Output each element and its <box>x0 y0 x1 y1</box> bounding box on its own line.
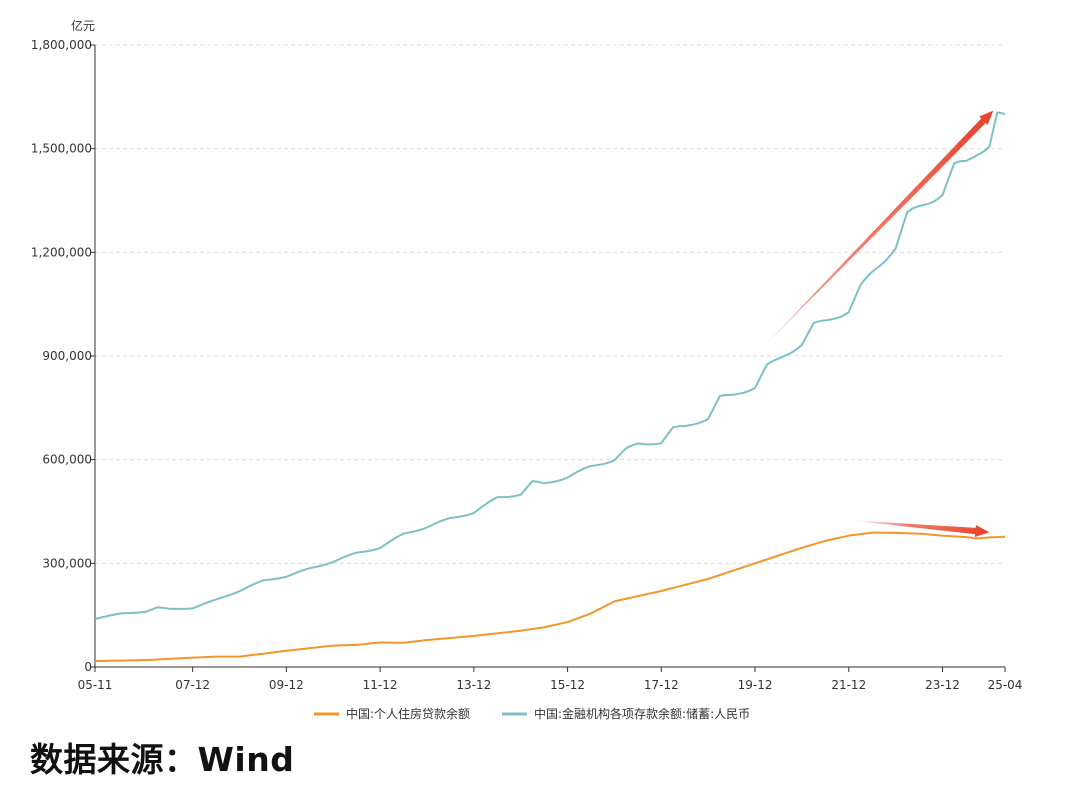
annotation-arrows <box>751 110 994 538</box>
trend-arrow-1 <box>751 110 994 360</box>
legend-label-1: 中国:个人住房贷款余额 <box>346 706 470 721</box>
legend: 中国:个人住房贷款余额 中国:金融机构各项存款余额:储蓄:人民币 <box>314 706 750 721</box>
x-tick-label: 25-04 <box>988 678 1023 692</box>
x-tick-label: 15-12 <box>550 678 585 692</box>
y-tick-label: 1,200,000 <box>31 245 92 259</box>
x-tick-label: 05-11 <box>78 678 113 692</box>
x-tick-label: 13-12 <box>456 678 491 692</box>
x-tick-label: 09-12 <box>269 678 304 692</box>
y-axis-ticks: 0 300,000 600,000 900,000 1,200,000 1,500,000… <box>31 38 95 674</box>
series-line-1 <box>94 531 1006 663</box>
trend-arrow-2 <box>848 520 990 538</box>
source-note: 数据来源：Wind <box>30 740 295 779</box>
series-lines <box>94 111 1006 663</box>
y-tick-label: 1,500,000 <box>31 142 92 156</box>
x-tick-label: 07-12 <box>175 678 210 692</box>
y-tick-label: 1,800,000 <box>31 38 92 52</box>
y-tick-label: 0 <box>84 660 92 674</box>
y-tick-label: 300,000 <box>42 556 92 570</box>
x-tick-label: 23-12 <box>925 678 960 692</box>
y-tick-label: 900,000 <box>42 349 92 363</box>
legend-label-2: 中国:金融机构各项存款余额:储蓄:人民币 <box>534 706 750 721</box>
x-tick-label: 11-12 <box>363 678 398 692</box>
x-tick-label: 19-12 <box>738 678 773 692</box>
series-line-2 <box>94 111 1006 620</box>
y-axis-unit-label: 亿元 <box>71 18 95 33</box>
grid-lines <box>95 44 1005 564</box>
x-tick-label: 21-12 <box>831 678 866 692</box>
y-tick-label: 600,000 <box>42 453 92 467</box>
x-axis-ticks: 05-11 07-12 09-12 11-12 13-12 15-12 17-12 19-12… <box>78 667 1023 692</box>
x-tick-label: 17-12 <box>644 678 679 692</box>
